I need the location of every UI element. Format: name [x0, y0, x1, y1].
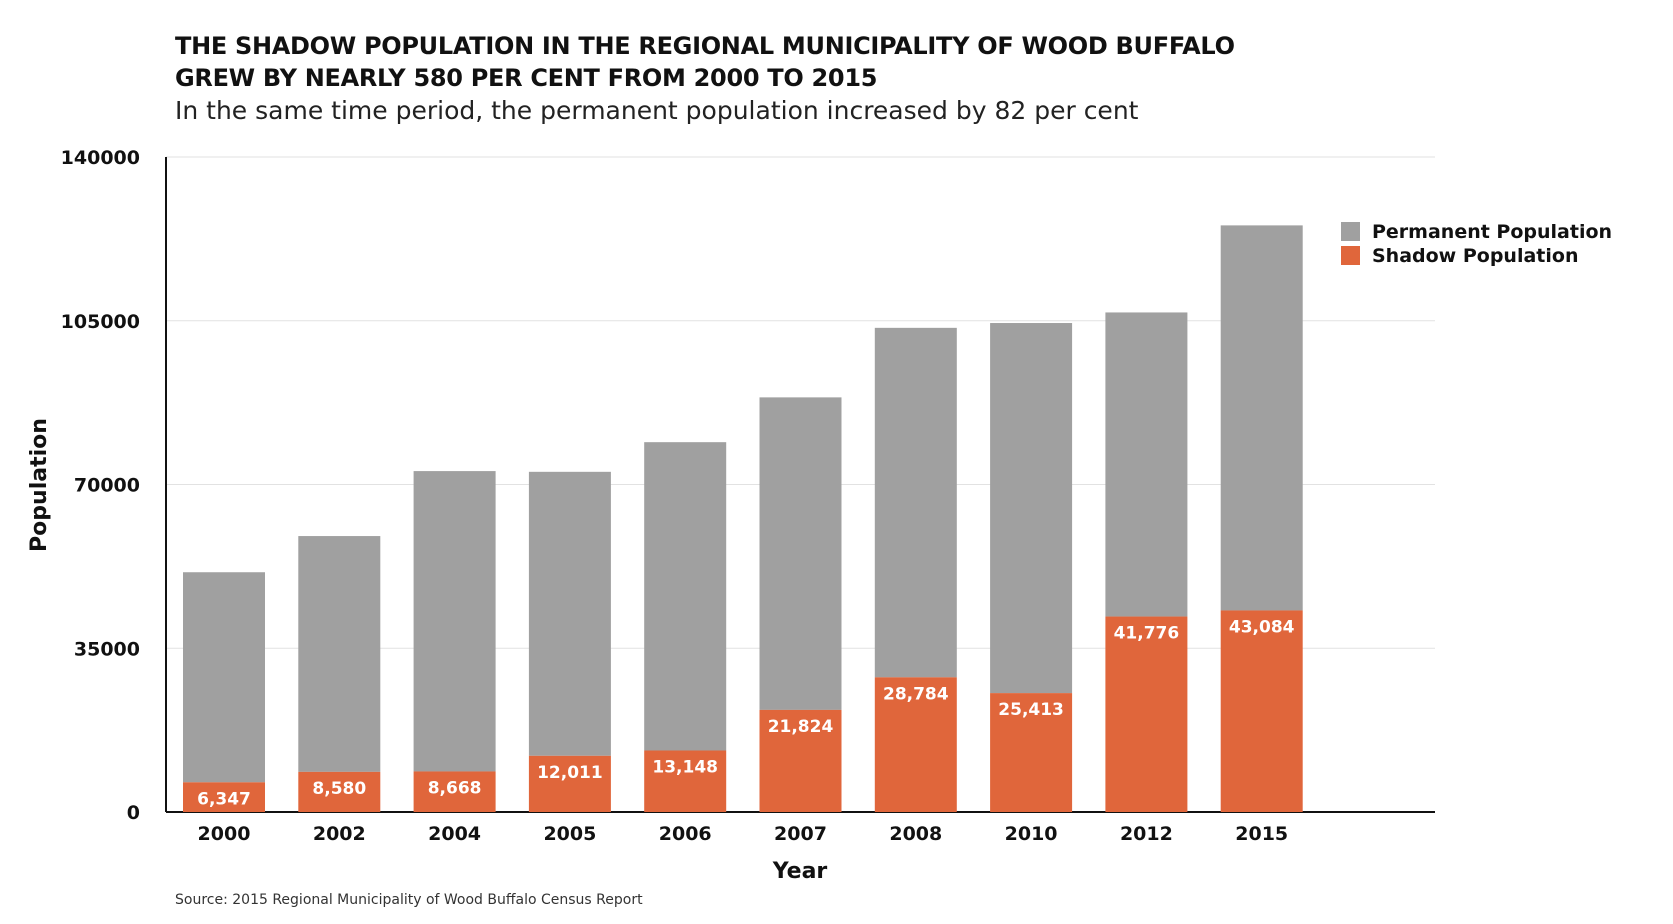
data-label-shadow-2002: 8,580 [312, 779, 366, 799]
data-label-shadow-2007: 21,824 [768, 717, 834, 737]
data-label-shadow-2006: 13,148 [652, 757, 718, 777]
data-label-shadow-2000: 6,347 [197, 789, 251, 809]
bar-shadow-2008 [874, 677, 957, 812]
chart-title-line-2: GREW BY NEARLY 580 PER CENT FROM 2000 TO… [175, 64, 878, 92]
y-tick-label-0: 0 [127, 802, 140, 824]
legend-swatch-shadow-population [1341, 246, 1360, 265]
legend-label-shadow-population: Shadow Population [1372, 245, 1578, 267]
y-tick-label-35000: 35000 [74, 638, 140, 660]
chart-title-line-1: THE SHADOW POPULATION IN THE REGIONAL MU… [175, 32, 1235, 60]
x-axis-title: Year [772, 859, 828, 884]
x-tick-label-2007: 2007 [774, 823, 827, 845]
bar-shadow-2004 [413, 771, 496, 812]
x-tick-label-2008: 2008 [889, 823, 942, 845]
bar-permanent-2000 [183, 572, 265, 783]
x-tick-label-2010: 2010 [1005, 823, 1058, 845]
bar-shadow-2012 [1105, 616, 1188, 812]
x-tick-label-2004: 2004 [428, 823, 481, 845]
bar-permanent-2002 [298, 536, 381, 772]
data-label-shadow-2015: 43,084 [1229, 617, 1295, 637]
bar-shadow-2015 [1220, 610, 1303, 812]
chart-subtitle: In the same time period, the permanent p… [175, 96, 1139, 125]
legend-swatch-permanent-population [1341, 222, 1360, 241]
x-tick-label-2002: 2002 [313, 823, 366, 845]
bar-shadow-2002 [298, 771, 381, 812]
chart-header: THE SHADOW POPULATION IN THE REGIONAL MU… [175, 30, 1235, 128]
x-tick-label-2006: 2006 [659, 823, 712, 845]
bar-permanent-2008 [874, 327, 957, 678]
bar-permanent-2010 [990, 323, 1073, 694]
x-tick-label-2015: 2015 [1235, 823, 1288, 845]
y-tick-label-70000: 70000 [74, 475, 140, 497]
data-label-shadow-2012: 41,776 [1114, 624, 1180, 644]
bar-permanent-2004 [413, 471, 496, 772]
data-label-shadow-2005: 12,011 [537, 763, 603, 783]
bar-shadow-2007 [759, 709, 842, 812]
bar-shadow-2006 [644, 750, 727, 812]
x-tick-label-2005: 2005 [543, 823, 596, 845]
legend-label-permanent-population: Permanent Population [1372, 221, 1612, 243]
bar-permanent-2012 [1105, 312, 1188, 617]
x-tick-label-2000: 2000 [198, 823, 251, 845]
bar-shadow-2000 [183, 782, 265, 812]
data-label-shadow-2004: 8,668 [428, 778, 482, 798]
y-axis-title: Population [27, 418, 52, 552]
data-label-shadow-2010: 25,413 [998, 700, 1064, 720]
chart-source-note: Source: 2015 Regional Municipality of Wo… [175, 892, 643, 908]
y-tick-label-105000: 105000 [61, 311, 140, 333]
bar-permanent-2005 [528, 471, 611, 756]
data-label-shadow-2008: 28,784 [883, 684, 949, 704]
bar-permanent-2006 [644, 442, 727, 751]
bar-permanent-2007 [759, 397, 842, 710]
bar-shadow-2005 [528, 755, 611, 812]
y-tick-label-140000: 140000 [61, 147, 140, 169]
bar-permanent-2015 [1220, 225, 1303, 611]
x-tick-label-2012: 2012 [1120, 823, 1173, 845]
bar-shadow-2010 [990, 693, 1073, 812]
